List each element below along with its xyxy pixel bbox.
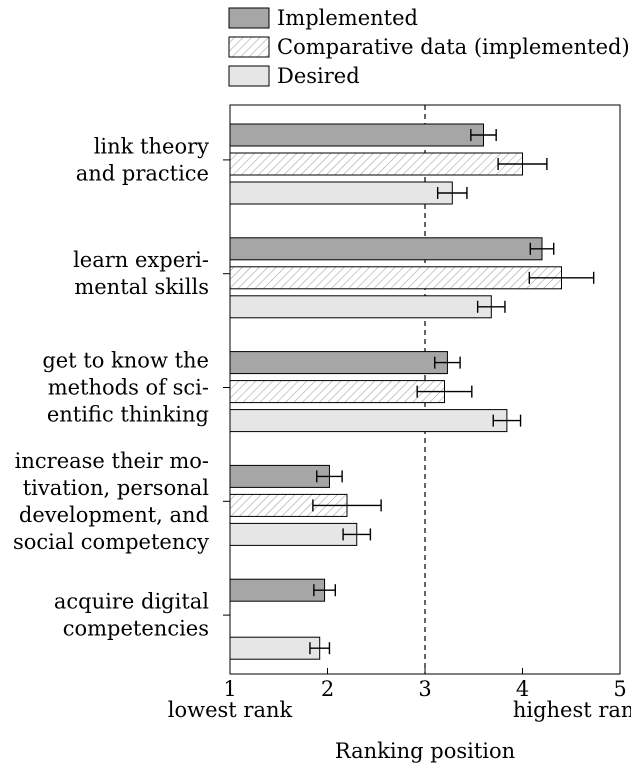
y-tick-label: entific thinking xyxy=(47,403,209,427)
bar xyxy=(229,181,453,205)
bar xyxy=(229,380,445,404)
bar xyxy=(229,266,562,290)
y-tick-label: get to know the xyxy=(42,349,209,373)
x-max-label: highest rank xyxy=(513,698,631,722)
legend-swatch xyxy=(228,7,270,29)
bar xyxy=(229,295,492,319)
y-tick-label: link theory xyxy=(94,134,209,158)
bar xyxy=(229,351,448,375)
bar xyxy=(229,237,543,261)
y-tick-label: methods of sci- xyxy=(48,376,209,400)
bar xyxy=(229,409,508,433)
x-axis: 1 2 3 4 5 lowest rank highest rank xyxy=(168,668,631,722)
legend: Implemented Comparative data (implemented… xyxy=(228,6,630,88)
x-tick-label: 4 xyxy=(516,677,529,701)
x-tick-label: 1 xyxy=(223,677,236,701)
legend-label: Comparative data (implemented) xyxy=(277,35,630,59)
x-tick-label: 2 xyxy=(321,677,334,701)
y-tick-label: social competency xyxy=(13,530,209,554)
category-labels: link theory and practice learn experi-ment… xyxy=(13,134,209,640)
bar xyxy=(229,152,523,176)
y-tick-label: development, and xyxy=(19,503,209,527)
x-tick-label: 3 xyxy=(418,677,431,701)
y-tick-label: mental skills xyxy=(74,275,209,299)
x-axis-title: Ranking position xyxy=(335,739,515,763)
y-tick-label: increase their mo- xyxy=(15,449,209,473)
x-min-label: lowest rank xyxy=(168,698,293,722)
bar xyxy=(229,578,326,602)
bar xyxy=(229,123,484,147)
y-tick-label: learn experi- xyxy=(73,248,209,272)
x-tick-label: 5 xyxy=(613,677,626,701)
bar xyxy=(229,464,330,488)
legend-label: Desired xyxy=(277,64,360,88)
y-tick-label: competencies xyxy=(63,617,209,641)
legend-swatch xyxy=(228,65,270,87)
bars xyxy=(223,123,595,660)
bar xyxy=(229,522,358,546)
legend-label: Implemented xyxy=(277,6,418,30)
y-tick-label: and practice xyxy=(76,161,209,185)
bar xyxy=(229,636,321,660)
y-tick-label: tivation, personal xyxy=(23,476,210,500)
y-tick-label: acquire digital xyxy=(54,590,209,614)
legend-swatch xyxy=(228,36,270,58)
